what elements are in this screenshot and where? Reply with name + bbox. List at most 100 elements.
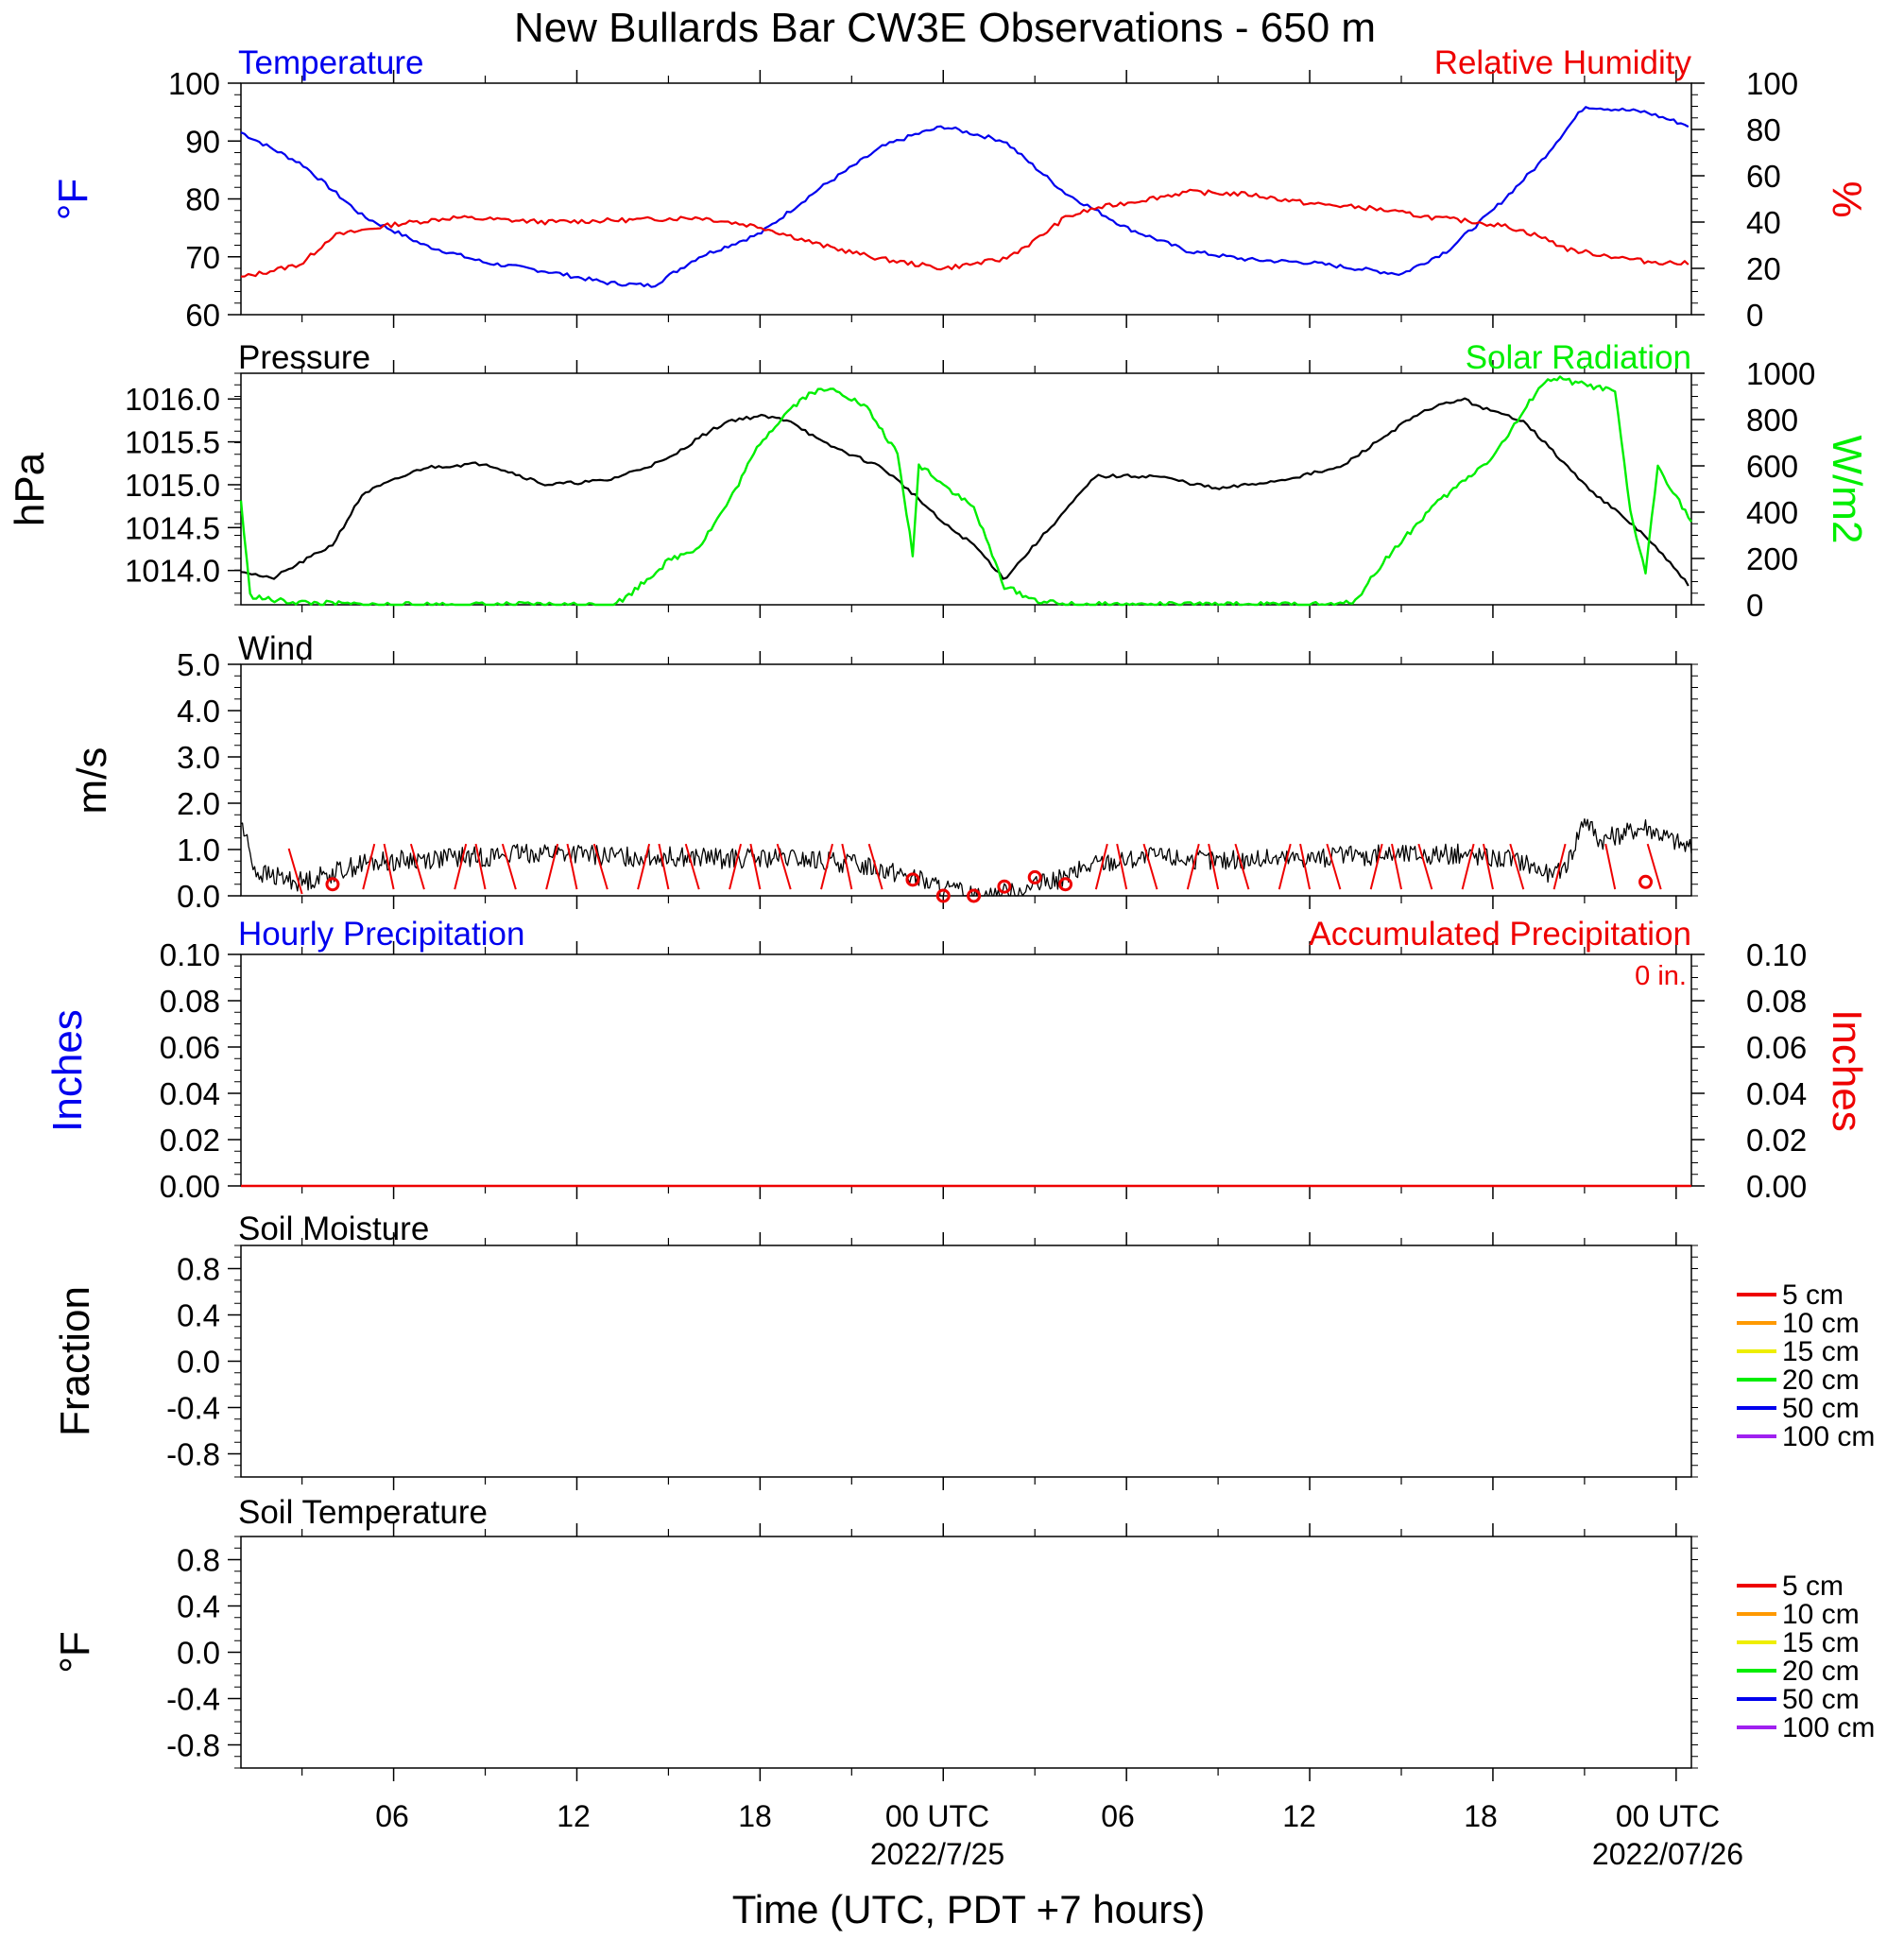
wind-barb: [1391, 843, 1402, 890]
solar-axis-label: 0: [1746, 588, 1763, 623]
calm-marker: [325, 877, 340, 892]
wind-barb: [409, 843, 425, 890]
temp-axis-label: 60: [185, 298, 220, 333]
temp-axis-label: 70: [185, 240, 220, 275]
precip-left-unit: Inches: [44, 1009, 91, 1132]
pressure-axis-label: 1015.5: [125, 425, 220, 460]
panel-title-soil-moisture: Soil Moisture: [238, 1210, 429, 1247]
solar-axis-label: 400: [1746, 495, 1798, 530]
hourly-precip-axis-label: 0.04: [160, 1076, 220, 1111]
wind-barb: [776, 843, 792, 890]
time-tick-12a: 12: [557, 1799, 591, 1833]
soil-temperature-axis-label: -0.8: [166, 1728, 220, 1763]
rh-axis-label: 80: [1746, 112, 1781, 147]
wind-barb: [1142, 843, 1158, 890]
soil-moisture-axis-label: 0.0: [177, 1345, 220, 1380]
wind-barb: [362, 843, 376, 890]
wind-barb: [820, 843, 833, 890]
pressure-axis-label: 1014.0: [125, 554, 220, 589]
calm-marker: [1638, 874, 1654, 889]
time-tick-06b: 06: [1101, 1799, 1135, 1833]
wind-barb: [1186, 843, 1200, 890]
rh-axis-label: 60: [1746, 159, 1781, 194]
wind-barb: [545, 843, 559, 890]
panel-temp_rh: 100 90 80 70 60 100 80 60 40 20 0 Temperature Relati…: [50, 44, 1870, 333]
panel-wind: 5.0 4.0 3.0 2.0 1.0 0.0 Wind m/s: [69, 630, 1698, 914]
soil-temperature-legend-label: 10 cm: [1782, 1599, 1860, 1630]
panel-title-pressure: Pressure: [238, 339, 370, 376]
hourly-precip-axis-label: 0.08: [160, 984, 220, 1019]
temp-axis-label: 80: [185, 182, 220, 217]
wind-barb: [749, 843, 762, 890]
accum-precip-axis-label: 0.06: [1746, 1030, 1807, 1065]
temp-axis-label: 90: [185, 124, 220, 159]
time-tick-12b: 12: [1282, 1799, 1316, 1833]
wind-axis-label: 5.0: [177, 647, 220, 682]
soil-temperature-axis-label: 0.0: [177, 1636, 220, 1671]
wind-barb: [1208, 843, 1220, 890]
soil-temperature-unit: °F: [52, 1631, 98, 1673]
soil-temperature-legend-label: 20 cm: [1782, 1656, 1860, 1687]
solar-axis-label: 800: [1746, 403, 1798, 438]
wind-barb: [592, 843, 609, 890]
wind-barb: [1116, 843, 1128, 890]
wind-axis-label: 0.0: [177, 879, 220, 914]
accum-precip-axis-label: 0.10: [1746, 937, 1807, 972]
date-label-2: 2022/07/26: [1592, 1837, 1743, 1871]
precip-right-unit: Inches: [1824, 1009, 1870, 1132]
panel-precip: 0.10 0.08 0.06 0.04 0.02 0.00 0.10 0.08 0.06 0.04…: [44, 916, 1870, 1204]
wind-barb: [1509, 843, 1525, 890]
soil-moisture-axis-label: -0.4: [166, 1391, 220, 1426]
soil-temperature-axis-label: -0.4: [166, 1682, 220, 1717]
solar-axis-label: 1000: [1746, 356, 1815, 391]
soil-moisture-axis-label: 0.4: [177, 1298, 220, 1333]
wind-axis-label: 1.0: [177, 833, 220, 867]
panel-title-hourly-precip: Hourly Precipitation: [238, 916, 524, 953]
temperature-line: [240, 106, 1690, 288]
panel-title-accum-precip: Accumulated Precipitation: [1309, 916, 1691, 953]
panel-title-soil-temperature: Soil Temperature: [238, 1494, 488, 1531]
accum-precip-axis-label: 0.02: [1746, 1123, 1807, 1158]
rh-axis-label: 20: [1746, 251, 1781, 286]
calm-marker: [935, 888, 951, 903]
panel-pressure_solar: 1016.0 1015.5 1015.0 1014.5 1014.0 1000 800 600…: [7, 339, 1870, 623]
temp-unit: °F: [50, 179, 96, 220]
calm-marker: [1058, 877, 1073, 892]
time-tick-06a: 06: [375, 1799, 409, 1833]
calm-marker: [905, 872, 920, 887]
pressure-axis-label: 1014.5: [125, 510, 220, 545]
rh-axis-label: 100: [1746, 66, 1798, 101]
calm-marker: [967, 888, 982, 903]
accum-total-label: 0 in.: [1635, 961, 1687, 991]
soil-temperature-legend-label: 5 cm: [1782, 1571, 1844, 1602]
panel-frame: [240, 82, 1692, 316]
wind-barb: [501, 843, 517, 890]
wind-barb: [1604, 843, 1617, 890]
soil-temperature-legend-label: 100 cm: [1782, 1712, 1875, 1743]
calm-marker: [997, 879, 1012, 894]
panel-title-solar: Solar Radiation: [1466, 339, 1691, 376]
wind-barb: [841, 843, 853, 890]
wind-axis-label: 3.0: [177, 740, 220, 775]
wind-barb: [454, 843, 468, 890]
panel-frame: [240, 1245, 1692, 1478]
soil-temperature-axis-label: 0.4: [177, 1589, 220, 1624]
hourly-precip-axis-label: 0.00: [160, 1169, 220, 1204]
date-label-1: 2022/7/25: [870, 1837, 1004, 1871]
time-axis: 06 12 18 00 UTC 06 12 18 00 UTC 2022/7/2…: [375, 1799, 1743, 1931]
calm-marker: [1027, 869, 1042, 884]
solar-axis-label: 600: [1746, 449, 1798, 484]
panel-title-wind: Wind: [238, 630, 314, 667]
hourly-precip-axis-label: 0.06: [160, 1030, 220, 1065]
panel-frame: [240, 1536, 1692, 1769]
soil-moisture-axis-label: -0.8: [166, 1437, 220, 1472]
wind-barb: [1326, 843, 1342, 890]
pressure-unit: hPa: [7, 452, 53, 526]
soil-temperature-legend-label: 15 cm: [1782, 1627, 1860, 1658]
soil-moisture-unit: Fraction: [52, 1286, 98, 1436]
panel-title-temperature: Temperature: [238, 44, 423, 81]
hourly-precip-axis-label: 0.02: [160, 1123, 220, 1158]
